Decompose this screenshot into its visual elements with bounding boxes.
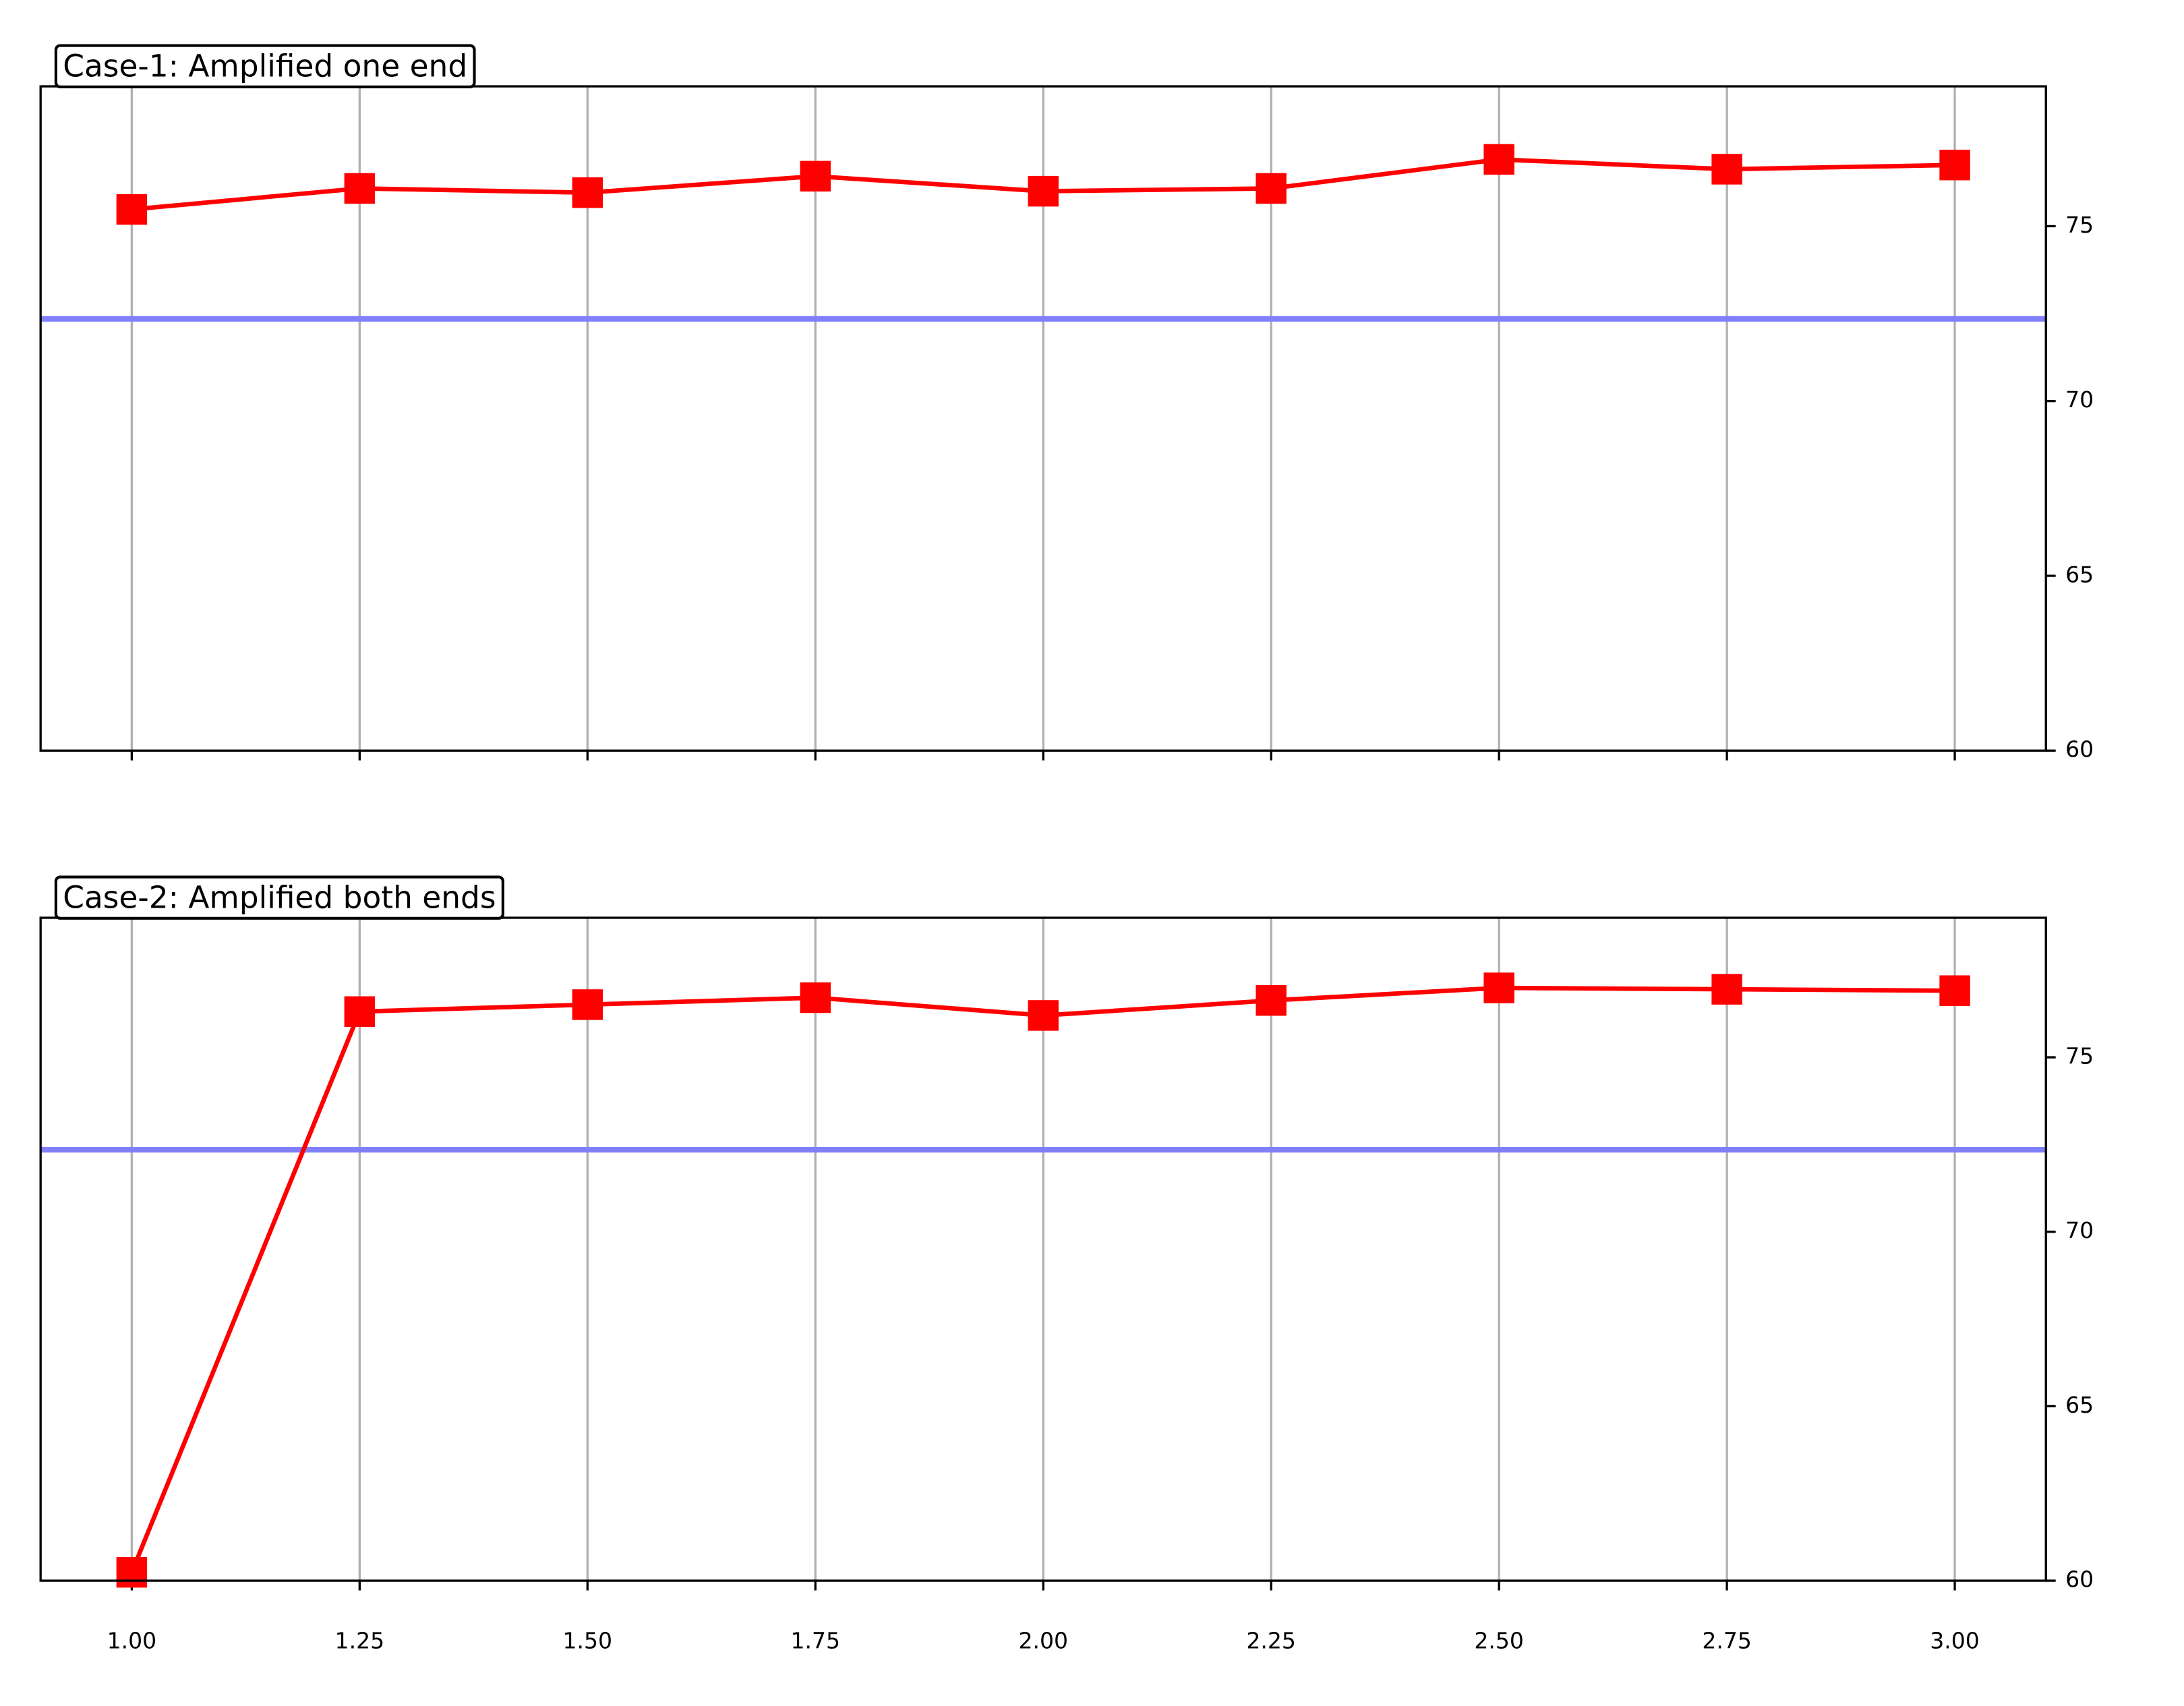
y-tick-label: 65	[2065, 561, 2094, 587]
subplot-title: Case-2: Amplified both ends	[63, 880, 496, 916]
marker	[116, 194, 148, 225]
marker	[572, 989, 603, 1020]
x-tick-label: 2.75	[1702, 1627, 1752, 1653]
y-tick-label: 60	[2065, 1566, 2094, 1593]
y-tick-label: 75	[2065, 212, 2094, 238]
title-frame	[54, 875, 504, 920]
marker	[116, 1556, 148, 1588]
marker	[1483, 972, 1514, 1003]
subplot-title: Case-1: Amplified one end	[63, 49, 467, 84]
marker	[344, 996, 376, 1027]
x-tick-label: 2.00	[1018, 1627, 1068, 1653]
title-frame	[54, 44, 476, 88]
marker	[1939, 975, 1970, 1006]
marker	[1483, 144, 1514, 175]
x-tick-label: 2.25	[1246, 1627, 1296, 1653]
marker	[1939, 149, 1970, 181]
x-tick-label: 1.75	[790, 1627, 840, 1653]
marker	[800, 160, 831, 192]
title-box: Case-1: Amplified one end	[54, 44, 476, 88]
y-tick-label: 65	[2065, 1392, 2094, 1418]
y-tick-label: 60	[2065, 736, 2094, 763]
marker	[344, 173, 376, 204]
marker	[1711, 974, 1742, 1005]
x-tick-label: 3.00	[1930, 1627, 1980, 1653]
x-tick-label: 1.50	[563, 1627, 613, 1653]
plot-frame	[39, 85, 2047, 752]
x-tick-label: 2.50	[1474, 1627, 1524, 1653]
x-tick-label: 1.25	[335, 1627, 385, 1653]
plot-frame	[39, 916, 2047, 1582]
y-tick-label: 75	[2065, 1043, 2094, 1069]
marker	[1028, 1000, 1059, 1031]
marker	[800, 982, 831, 1013]
marker	[1256, 173, 1287, 204]
x-tick-label: 1.00	[107, 1627, 157, 1653]
marker	[1256, 984, 1287, 1016]
y-tick-label: 70	[2065, 386, 2094, 413]
title-box: Case-2: Amplified both ends	[54, 875, 504, 920]
marker	[572, 177, 603, 208]
marker	[1028, 175, 1059, 207]
y-tick-label: 70	[2065, 1217, 2094, 1243]
marker	[1711, 154, 1742, 185]
